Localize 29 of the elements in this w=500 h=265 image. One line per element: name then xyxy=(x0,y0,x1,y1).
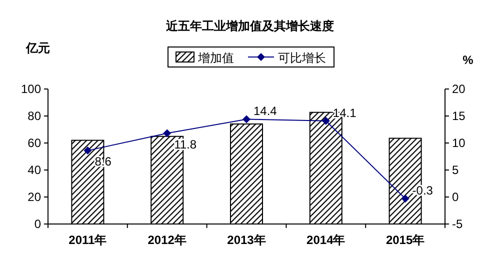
y-tick-label: 60 xyxy=(28,136,42,150)
x-tick-label: 2014年 xyxy=(306,233,346,247)
point xyxy=(322,116,330,125)
x-tick-label: 2015年 xyxy=(386,233,425,247)
x-tick-label: 2011年 xyxy=(68,233,107,247)
y2-tick-label: 0 xyxy=(452,190,459,204)
y-tick-label: 100 xyxy=(20,82,42,96)
y2-tick-label: -5 xyxy=(452,217,463,231)
y-axis-title: 亿元 xyxy=(25,41,50,55)
y-tick-label: 0 xyxy=(34,217,42,231)
y2-axis-title: % xyxy=(462,53,474,67)
y-tick-label: 80 xyxy=(28,109,42,123)
x-tick-label: 2012年 xyxy=(148,233,186,247)
y2-tick-label: 15 xyxy=(452,109,466,123)
legend-label: 可比增长 xyxy=(278,51,326,65)
y-tick-label: 20 xyxy=(28,190,42,204)
data-label: 14.4 xyxy=(254,104,278,118)
chart-title: 近五年工业增加值及其增长速度 xyxy=(165,19,334,33)
y-tick-label: 40 xyxy=(28,163,42,177)
y2-tick-label: 5 xyxy=(452,163,459,177)
y2-tick-label: 10 xyxy=(452,136,466,150)
point xyxy=(242,115,250,124)
point xyxy=(84,146,92,155)
point xyxy=(401,194,410,203)
legend-label: 增加值 xyxy=(197,51,234,65)
y2-tick-label: 20 xyxy=(452,82,466,96)
x-tick-label: 2013年 xyxy=(227,233,266,247)
point xyxy=(163,129,172,138)
data-label: 14.1 xyxy=(332,106,357,120)
